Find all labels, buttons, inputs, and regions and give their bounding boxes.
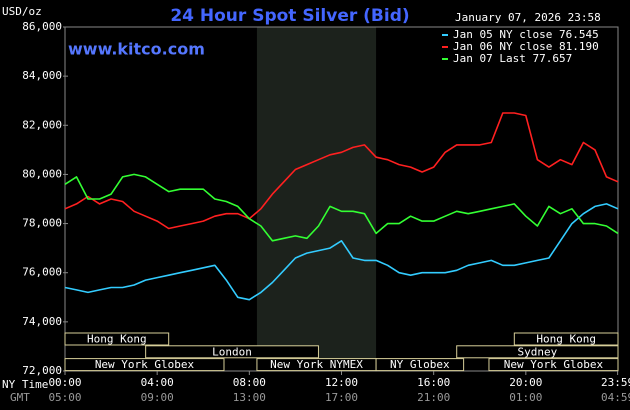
y-tick-label: 74,000 <box>22 315 62 328</box>
series-line <box>64 203 619 301</box>
legend-entry: Jan 06 NY close 81.190 <box>453 40 599 53</box>
x2-tick-label: 05:00 <box>48 391 81 404</box>
session-label: Hong Kong <box>536 333 596 346</box>
session-bar <box>64 358 225 372</box>
x-tick-label: 20:00 <box>509 376 542 389</box>
session-bar <box>64 332 170 346</box>
x2-tick-label: 04:59 <box>601 391 630 404</box>
x2-tick-label: 13:00 <box>233 391 266 404</box>
y-tick-label: 82,000 <box>22 118 62 131</box>
session-label: NY Globex <box>390 358 450 371</box>
ny-time-label: NY Time <box>2 378 48 391</box>
x2-tick-label: 09:00 <box>141 391 174 404</box>
session-bar <box>375 358 465 372</box>
shaded-session <box>256 27 377 371</box>
y-axis-label: USD/oz <box>2 5 42 18</box>
x-tick-label: 12:00 <box>325 376 358 389</box>
legend-entry: Jan 05 NY close 76.545 <box>453 28 599 41</box>
session-bar <box>488 358 619 372</box>
x-tick-label: 16:00 <box>417 376 450 389</box>
session-label: New York Globex <box>95 358 195 371</box>
chart-title: 24 Hour Spot Silver (Bid) <box>170 6 409 26</box>
y-tick-label: 78,000 <box>22 217 62 230</box>
series-line <box>64 112 619 230</box>
y-tick-label: 84,000 <box>22 69 62 82</box>
gmt-label: GMT <box>10 391 30 404</box>
session-bar <box>456 345 619 359</box>
legend-entry: Jan 07 Last 77.657 <box>453 52 572 65</box>
x2-tick-label: 21:00 <box>417 391 450 404</box>
x-tick-label: 23:59 <box>601 376 630 389</box>
x-tick-label: 00:00 <box>48 376 81 389</box>
timestamp: January 07, 2026 23:58 <box>455 11 601 24</box>
session-bar <box>513 332 619 346</box>
y-tick-label: 72,000 <box>22 364 62 377</box>
session-bar <box>145 345 319 359</box>
session-label: New York NYMEX <box>270 358 363 371</box>
session-label: London <box>212 345 252 358</box>
x-tick-label: 08:00 <box>233 376 266 389</box>
watermark: www.kitco.com <box>68 40 205 59</box>
x2-tick-label: 17:00 <box>325 391 358 404</box>
y-tick-label: 86,000 <box>22 20 62 33</box>
x2-tick-label: 01:00 <box>509 391 542 404</box>
session-label: Sydney <box>517 345 557 358</box>
y-tick-label: 76,000 <box>22 266 62 279</box>
series-line <box>64 173 619 242</box>
session-label: Hong Kong <box>87 333 147 346</box>
session-label: New York Globex <box>504 358 604 371</box>
y-tick-label: 80,000 <box>22 167 62 180</box>
x-tick-label: 04:00 <box>141 376 174 389</box>
